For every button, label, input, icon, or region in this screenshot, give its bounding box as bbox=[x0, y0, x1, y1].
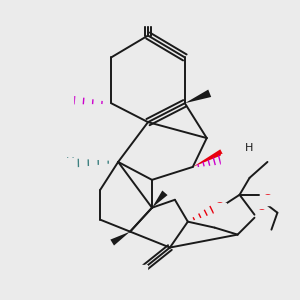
Text: O: O bbox=[227, 142, 237, 154]
Bar bbox=[133, 266, 147, 278]
Bar bbox=[64, 158, 76, 168]
Text: O: O bbox=[135, 265, 145, 278]
Text: O: O bbox=[143, 12, 153, 25]
Text: O: O bbox=[256, 208, 266, 221]
Bar bbox=[226, 143, 238, 153]
Polygon shape bbox=[110, 232, 130, 245]
Bar bbox=[221, 154, 235, 166]
Text: O: O bbox=[262, 193, 272, 206]
Bar bbox=[59, 94, 74, 106]
Text: O: O bbox=[215, 201, 225, 214]
Bar bbox=[214, 203, 226, 213]
Bar bbox=[262, 195, 273, 205]
Text: H: H bbox=[66, 156, 75, 170]
Polygon shape bbox=[152, 190, 168, 208]
Polygon shape bbox=[185, 90, 211, 103]
Bar bbox=[256, 210, 268, 220]
Text: F: F bbox=[63, 94, 70, 107]
Text: F: F bbox=[224, 154, 231, 166]
Text: H: H bbox=[245, 143, 254, 153]
Bar bbox=[141, 13, 155, 25]
Polygon shape bbox=[193, 149, 223, 167]
